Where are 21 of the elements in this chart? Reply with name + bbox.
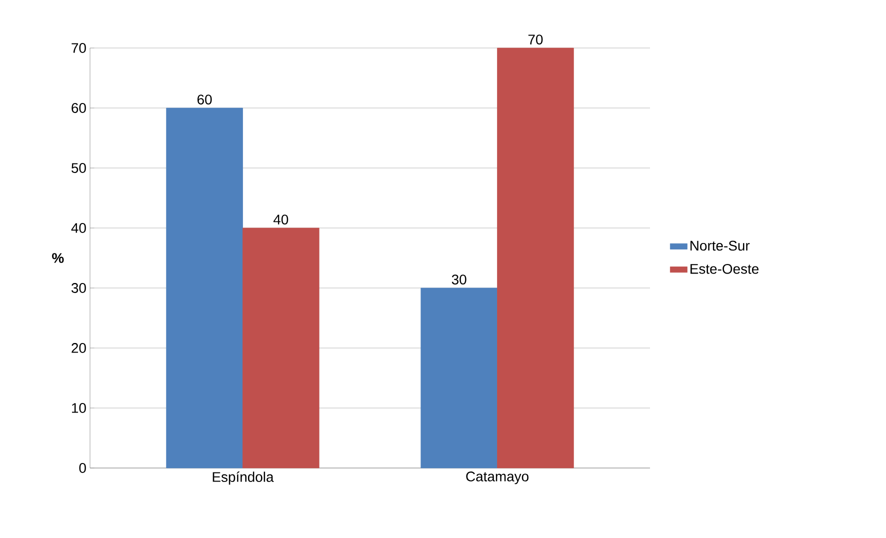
y-tick-label: 40 — [71, 223, 86, 233]
y-tick-label: 20 — [72, 343, 86, 353]
bar — [166, 108, 243, 468]
legend-label: Norte-Sur — [690, 240, 750, 251]
bar — [420, 288, 498, 468]
y-tick-label: 50 — [72, 163, 86, 173]
y-tick-label: 0 — [79, 463, 86, 473]
y-tick-label: 60 — [72, 103, 86, 113]
x-tick-label: Catamayo — [466, 472, 528, 484]
y-tick-label: 10 — [72, 403, 86, 413]
data-label: 60 — [197, 94, 212, 104]
legend-label: Este-Oeste — [690, 264, 759, 274]
x-tick-label: Espíndola — [212, 472, 274, 485]
data-label: 40 — [273, 214, 288, 224]
data-label: 70 — [528, 34, 543, 44]
bar — [242, 228, 320, 468]
y-tick-label: 30 — [71, 283, 86, 293]
y-axis-title: % — [52, 253, 64, 263]
bar — [497, 48, 574, 468]
y-tick-label: 70 — [72, 43, 86, 53]
data-label: 30 — [452, 274, 466, 284]
